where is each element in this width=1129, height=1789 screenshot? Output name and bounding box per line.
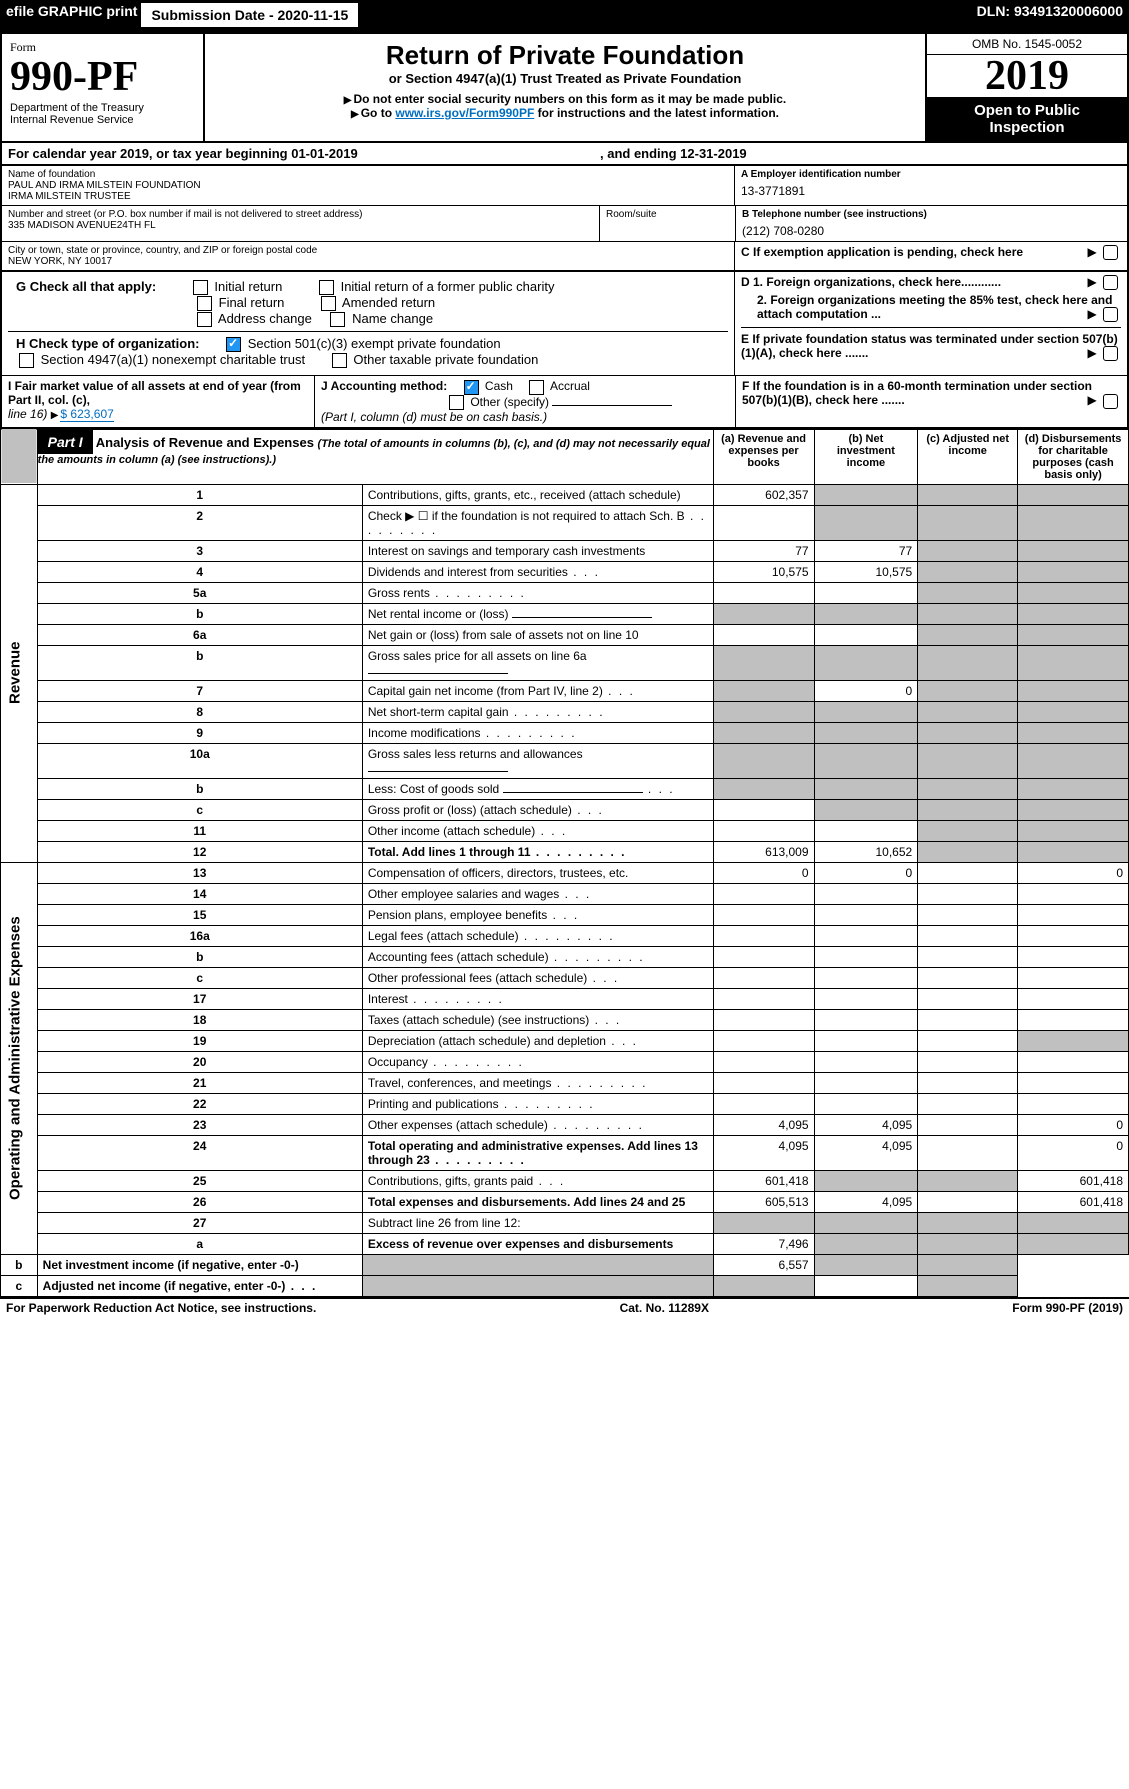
table-row: Operating and Administrative Expenses13C… (1, 862, 1129, 883)
table-row: 16aLegal fees (attach schedule) (1, 925, 1129, 946)
table-row: 9Income modifications (1, 722, 1129, 743)
col-d-header: (d) Disbursements for charitable purpose… (1018, 429, 1129, 484)
form-label: Form (10, 40, 36, 54)
check-amended[interactable] (321, 296, 336, 311)
check-4947[interactable] (19, 353, 34, 368)
h-check-row: H Check type of organization: Section 50… (8, 331, 728, 372)
telephone: (212) 708-0280 (742, 224, 1121, 238)
instr-ssn: Do not enter social security numbers on … (211, 92, 919, 106)
table-row: 2Check ▶ ☐ if the foundation is not requ… (1, 505, 1129, 540)
table-row: 15Pension plans, employee benefits (1, 904, 1129, 925)
section-g-row: G Check all that apply: Initial return I… (0, 272, 1129, 376)
check-name[interactable] (330, 312, 345, 327)
check-accrual[interactable] (529, 380, 544, 395)
table-row: 22Printing and publications (1, 1093, 1129, 1114)
check-501c3[interactable] (226, 337, 241, 352)
check-initial[interactable] (193, 280, 208, 295)
check-initial-former[interactable] (319, 280, 334, 295)
table-row: 12Total. Add lines 1 through 11613,00910… (1, 841, 1129, 862)
table-row: 17Interest (1, 988, 1129, 1009)
dln: DLN: 93491320006000 (977, 3, 1123, 27)
table-row: 10aGross sales less returns and allowanc… (1, 743, 1129, 778)
form-header: Form 990-PF Department of the Treasury I… (0, 32, 1129, 143)
table-row: cAdjusted net income (if negative, enter… (1, 1275, 1129, 1296)
check-d2[interactable] (1103, 307, 1118, 322)
g-check-row: G Check all that apply: Initial return I… (8, 275, 728, 331)
table-row: 6aNet gain or (loss) from sale of assets… (1, 624, 1129, 645)
ein: 13-3771891 (741, 184, 1121, 198)
revenue-label: Revenue (1, 484, 38, 862)
address-row: Number and street (or P.O. box number if… (0, 206, 1129, 242)
table-row: Revenue1Contributions, gifts, grants, et… (1, 484, 1129, 505)
check-other-method[interactable] (449, 395, 464, 410)
table-row: cOther professional fees (attach schedul… (1, 967, 1129, 988)
return-title: Return of Private Foundation (211, 40, 919, 71)
table-row: 11Other income (attach schedule) (1, 820, 1129, 841)
table-row: 14Other employee salaries and wages (1, 883, 1129, 904)
table-row: 20Occupancy (1, 1051, 1129, 1072)
table-row: bGross sales price for all assets on lin… (1, 645, 1129, 680)
table-row: aExcess of revenue over expenses and dis… (1, 1233, 1129, 1254)
part1-table: Part I Analysis of Revenue and Expenses … (0, 429, 1129, 1297)
omb-number: OMB No. 1545-0052 (927, 34, 1127, 55)
check-address[interactable] (197, 312, 212, 327)
col-a-header: (a) Revenue and expenses per books (713, 429, 814, 484)
top-bar: efile GRAPHIC print Submission Date - 20… (0, 0, 1129, 32)
check-d1[interactable] (1103, 275, 1118, 290)
efile-label: efile GRAPHIC print (6, 3, 137, 27)
part1-header: Part I (38, 430, 93, 454)
irs-label: Internal Revenue Service (10, 114, 195, 126)
check-f[interactable] (1103, 394, 1118, 409)
form-number: 990-PF (10, 54, 138, 100)
expenses-label: Operating and Administrative Expenses (1, 862, 38, 1254)
table-row: 4Dividends and interest from securities1… (1, 561, 1129, 582)
table-row: bAccounting fees (attach schedule) (1, 946, 1129, 967)
check-e[interactable] (1103, 346, 1118, 361)
col-b-header: (b) Net investment income (814, 429, 918, 484)
table-row: 25Contributions, gifts, grants paid601,4… (1, 1170, 1129, 1191)
table-row: 19Depreciation (attach schedule) and dep… (1, 1030, 1129, 1051)
check-final[interactable] (197, 296, 212, 311)
table-row: 23Other expenses (attach schedule)4,0954… (1, 1114, 1129, 1135)
form-link[interactable]: www.irs.gov/Form990PF (395, 106, 534, 120)
section-i-j-row: I Fair market value of all assets at end… (0, 376, 1129, 429)
fmv-amount: $ 623,607 (60, 407, 113, 422)
calendar-year-row: For calendar year 2019, or tax year begi… (0, 143, 1129, 166)
col-c-header: (c) Adjusted net income (918, 429, 1018, 484)
name-ein-row: Name of foundation PAUL AND IRMA MILSTEI… (0, 166, 1129, 206)
table-row: 21Travel, conferences, and meetings (1, 1072, 1129, 1093)
city-state-zip: NEW YORK, NY 10017 (8, 256, 728, 267)
table-row: 7Capital gain net income (from Part IV, … (1, 680, 1129, 701)
table-row: bLess: Cost of goods sold (1, 778, 1129, 799)
open-public: Open to PublicInspection (927, 97, 1127, 141)
page-footer: For Paperwork Reduction Act Notice, see … (0, 1297, 1129, 1317)
dept-treasury: Department of the Treasury (10, 102, 195, 114)
instr-goto: Go to www.irs.gov/Form990PF for instruct… (211, 106, 919, 120)
table-row: 3Interest on savings and temporary cash … (1, 540, 1129, 561)
table-row: bNet investment income (if negative, ent… (1, 1254, 1129, 1275)
check-c[interactable] (1103, 245, 1118, 260)
table-row: 27Subtract line 26 from line 12: (1, 1212, 1129, 1233)
foundation-name: PAUL AND IRMA MILSTEIN FOUNDATION (8, 180, 728, 191)
table-row: 24Total operating and administrative exp… (1, 1135, 1129, 1170)
trustee-name: IRMA MILSTEIN TRUSTEE (8, 191, 728, 202)
street-address: 335 MADISON AVENUE24TH FL (8, 220, 593, 231)
table-row: bNet rental income or (loss) (1, 603, 1129, 624)
submission-date: Submission Date - 2020-11-15 (141, 3, 358, 27)
check-cash[interactable] (464, 380, 479, 395)
table-row: 18Taxes (attach schedule) (see instructi… (1, 1009, 1129, 1030)
table-row: 8Net short-term capital gain (1, 701, 1129, 722)
table-row: cGross profit or (loss) (attach schedule… (1, 799, 1129, 820)
check-other-taxable[interactable] (332, 353, 347, 368)
tax-year: 2019 (927, 55, 1127, 97)
table-row: 5aGross rents (1, 582, 1129, 603)
table-row: 26Total expenses and disbursements. Add … (1, 1191, 1129, 1212)
return-subtitle: or Section 4947(a)(1) Trust Treated as P… (211, 71, 919, 86)
city-row: City or town, state or province, country… (0, 242, 1129, 272)
